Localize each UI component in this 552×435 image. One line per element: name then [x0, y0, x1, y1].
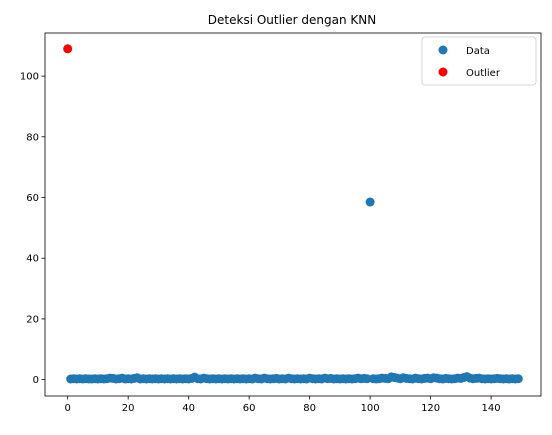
x-tick-label: 0: [64, 403, 70, 414]
y-tick-label: 80: [26, 132, 39, 143]
y-tick-label: 0: [33, 375, 39, 386]
x-tick-label: 40: [182, 403, 195, 414]
legend-label-outlier: Outlier: [466, 68, 501, 79]
outlier-point: [63, 44, 73, 54]
legend-marker-outlier: [438, 67, 448, 77]
legend: Data Outlier: [421, 36, 537, 86]
x-tick-label: 140: [482, 403, 501, 414]
plot-frame: [44, 32, 542, 397]
y-tick-label: 20: [26, 314, 39, 325]
x-tick-label: 60: [243, 403, 256, 414]
y-tick-label: 40: [26, 254, 39, 265]
plot-points: [63, 44, 523, 384]
x-tick-label: 20: [122, 403, 135, 414]
x-tick-label: 80: [303, 403, 316, 414]
legend-box: [421, 36, 537, 86]
y-tick-label: 60: [26, 193, 39, 204]
data-point: [513, 374, 523, 384]
legend-marker-data: [438, 45, 448, 55]
chart-title: Deteksi Outlier dengan KNN: [208, 13, 376, 27]
y-tick-label: 100: [20, 72, 39, 83]
x-axis: 0 20 40 60 80 100 120 140: [64, 396, 501, 414]
data-point: [365, 197, 375, 207]
y-axis: 0 20 40 60 80 100: [20, 72, 45, 386]
x-tick-label: 100: [361, 403, 380, 414]
x-tick-label: 120: [421, 403, 440, 414]
legend-label-data: Data: [466, 46, 490, 57]
